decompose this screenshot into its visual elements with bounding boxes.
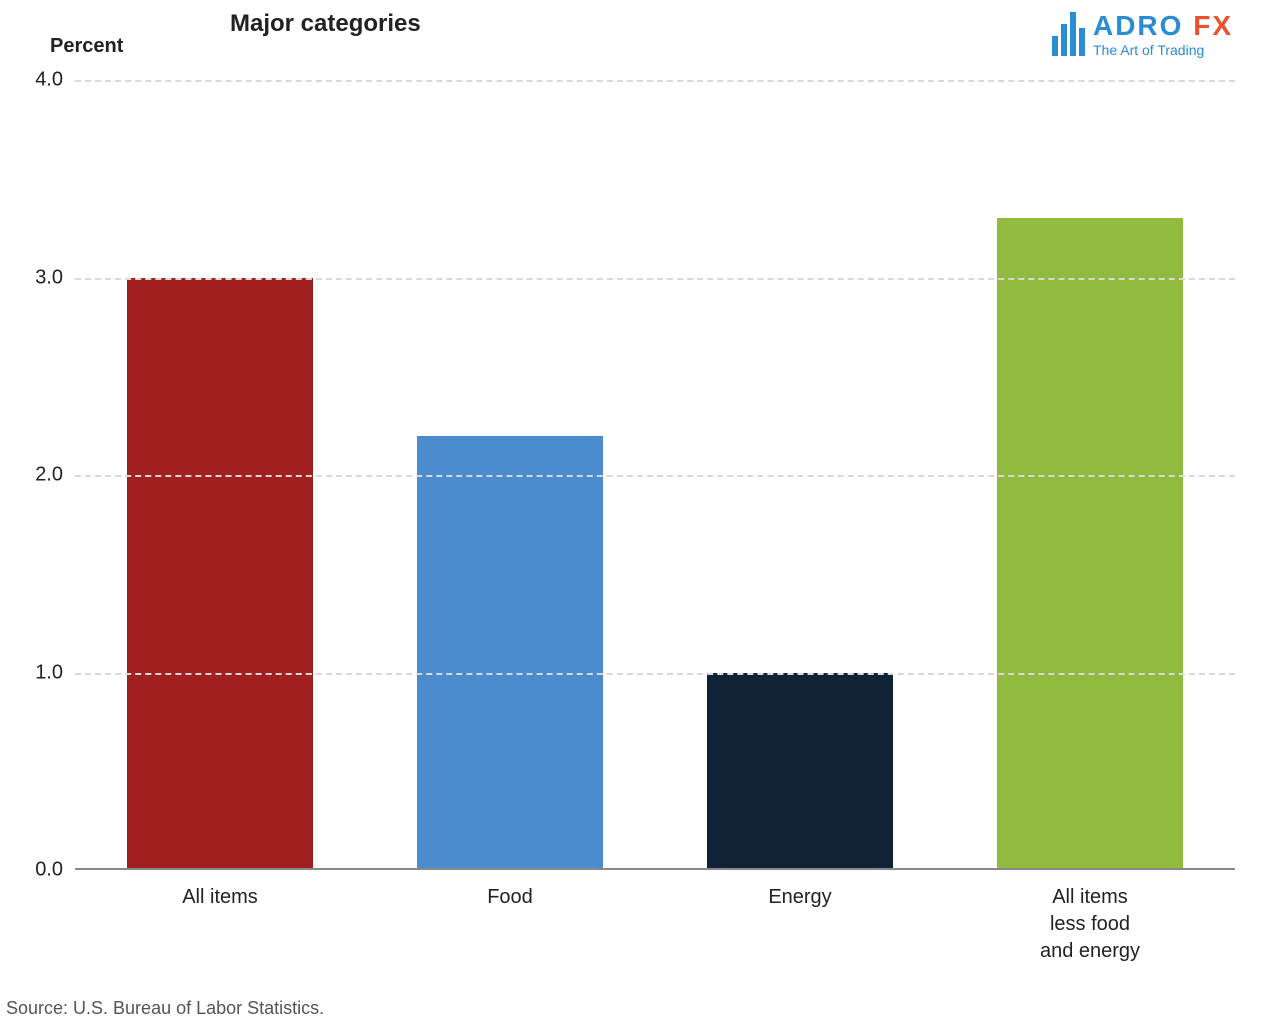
bar bbox=[417, 436, 603, 871]
bar bbox=[707, 673, 893, 871]
y-tick-label: 0.0 bbox=[35, 859, 63, 882]
grid-line bbox=[75, 475, 1235, 477]
y-tick-label: 3.0 bbox=[35, 266, 63, 289]
grid-line bbox=[75, 673, 1235, 675]
logo-bar-icon bbox=[1079, 28, 1085, 56]
logo-tagline: The Art of Trading bbox=[1093, 42, 1233, 58]
logo-text: ADRO FX The Art of Trading bbox=[1093, 10, 1233, 58]
brand-logo: ADRO FX The Art of Trading bbox=[1052, 10, 1233, 58]
chart-title: Major categories bbox=[230, 10, 421, 38]
plot-area: All itemsFoodEnergyAll items less food a… bbox=[75, 80, 1235, 870]
logo-bar-icon bbox=[1061, 24, 1067, 56]
grid-line bbox=[75, 80, 1235, 82]
category-label: Food bbox=[487, 884, 533, 911]
category-label: All items bbox=[182, 884, 258, 911]
logo-name-part2: FX bbox=[1193, 10, 1233, 41]
logo-bars-icon bbox=[1052, 12, 1085, 56]
source-attribution: Source: U.S. Bureau of Labor Statistics. bbox=[6, 998, 324, 1019]
y-tick-label: 1.0 bbox=[35, 661, 63, 684]
logo-name: ADRO FX bbox=[1093, 10, 1233, 42]
category-label: Energy bbox=[768, 884, 831, 911]
x-axis-line bbox=[75, 868, 1235, 870]
bar bbox=[127, 278, 313, 871]
y-tick-label: 2.0 bbox=[35, 464, 63, 487]
logo-bar-icon bbox=[1070, 12, 1076, 56]
y-axis-label: Percent bbox=[50, 35, 123, 58]
y-tick-label: 4.0 bbox=[35, 69, 63, 92]
chart-container: Major categories Percent ADRO FX The Art… bbox=[0, 0, 1263, 1035]
category-label: All items less food and energy bbox=[1040, 884, 1140, 965]
logo-bar-icon bbox=[1052, 36, 1058, 56]
bar bbox=[997, 218, 1183, 870]
logo-name-part1: ADRO bbox=[1093, 10, 1183, 41]
grid-line bbox=[75, 278, 1235, 280]
